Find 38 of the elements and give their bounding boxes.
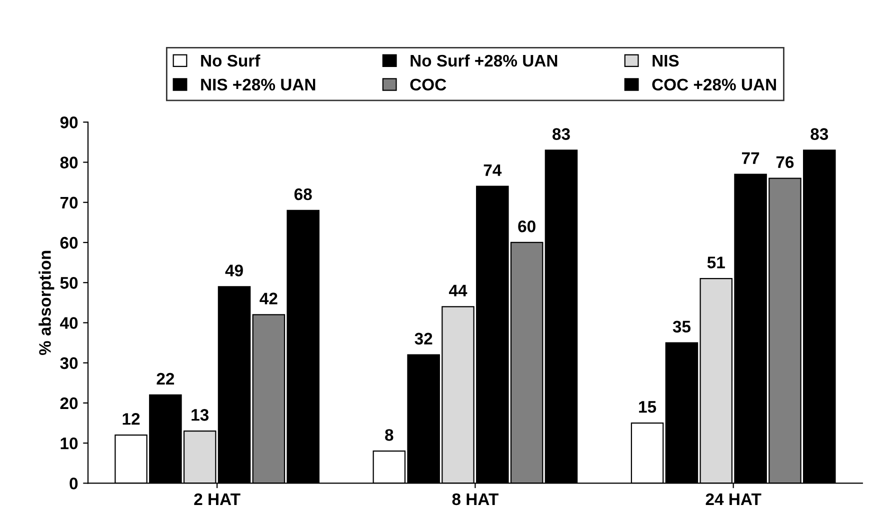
y-tick-label: 20: [60, 397, 78, 410]
y-tick-label: 40: [60, 317, 78, 329]
data-label: 83: [810, 128, 828, 140]
legend-label: NIS +28% UAN: [201, 78, 316, 91]
legend-label: COC: [410, 78, 446, 91]
data-label: 22: [156, 372, 174, 385]
data-label: 74: [484, 164, 502, 176]
data-label: 13: [192, 409, 209, 421]
y-tick-label: 60: [60, 236, 78, 249]
y-axis-title: % absorption: [38, 250, 54, 356]
data-label: 76: [776, 156, 794, 168]
data-label: 15: [639, 401, 656, 413]
legend-label: COC +28% UAN: [652, 78, 776, 91]
data-label: 8: [385, 429, 394, 441]
x-tick-label: 8 HAT: [452, 493, 498, 506]
data-label: 32: [414, 332, 432, 345]
y-tick-label: 30: [60, 357, 78, 370]
data-label: 12: [122, 413, 140, 425]
legend-label: No Surf +28% UAN: [410, 54, 558, 67]
data-label: 51: [707, 256, 725, 268]
data-label: 77: [742, 152, 760, 164]
y-tick-label: 50: [60, 277, 78, 289]
data-label: 44: [448, 284, 468, 296]
y-tick-label: 80: [60, 156, 78, 168]
y-tick-label: 10: [60, 437, 78, 450]
data-label: 83: [552, 128, 570, 140]
legend-label: No Surf: [201, 54, 260, 67]
data-label: 68: [294, 188, 312, 200]
y-tick-label: 0: [70, 478, 78, 490]
y-tick-label: 70: [60, 196, 78, 209]
data-label: 49: [225, 264, 243, 276]
x-tick-label: 24 HAT: [706, 493, 762, 506]
legend-label: NIS: [652, 54, 679, 67]
data-label: 35: [672, 320, 691, 333]
data-label: 60: [518, 220, 536, 232]
x-tick-label: 2 HAT: [194, 493, 240, 506]
y-tick-label: 90: [60, 116, 78, 128]
data-label: 42: [260, 292, 278, 304]
